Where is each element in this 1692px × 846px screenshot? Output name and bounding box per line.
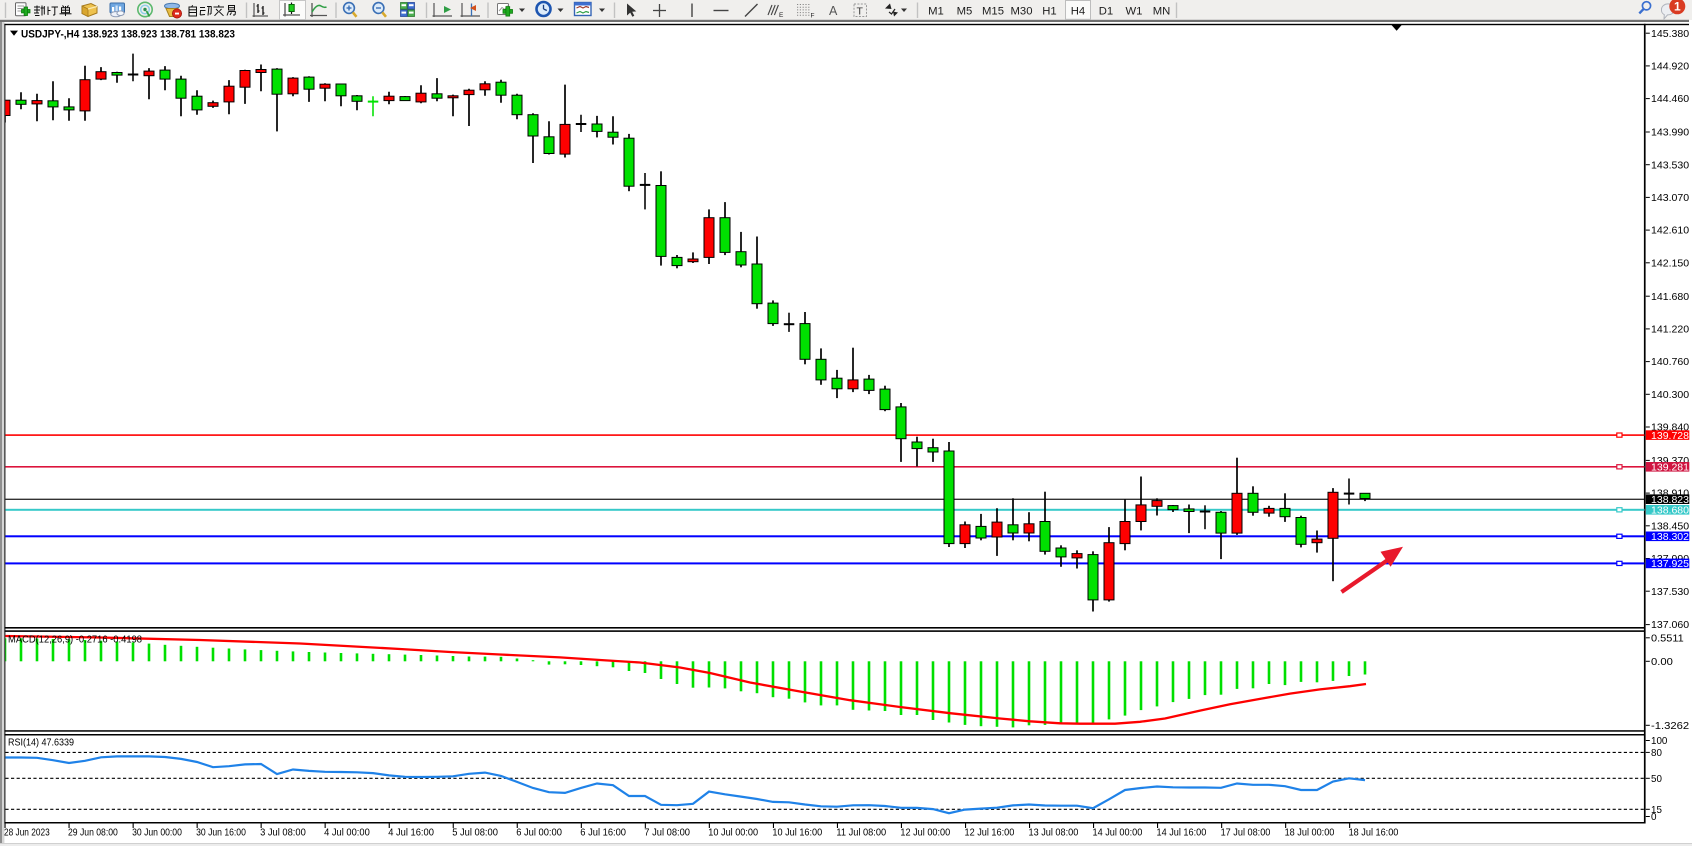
svg-text:139.370: 139.370: [1651, 456, 1689, 467]
svg-text:H4: H4: [1071, 6, 1085, 18]
svg-text:141.220: 141.220: [1651, 325, 1689, 336]
svg-text:138.910: 138.910: [1651, 489, 1689, 500]
svg-text:142.150: 142.150: [1651, 258, 1689, 269]
svg-text:M1: M1: [928, 6, 944, 18]
svg-text:M30: M30: [1011, 6, 1033, 18]
svg-text:143.530: 143.530: [1651, 160, 1689, 171]
svg-text:50: 50: [1651, 774, 1662, 785]
svg-text:138.450: 138.450: [1651, 521, 1689, 532]
svg-text:MACD(12,26,9) -0.2716 -0.4198: MACD(12,26,9) -0.2716 -0.4198: [8, 635, 142, 646]
svg-text:7 Jul 08:00: 7 Jul 08:00: [644, 827, 690, 838]
svg-text:13 Jul 08:00: 13 Jul 08:00: [1029, 827, 1079, 838]
svg-text:138.823: 138.823: [1651, 495, 1689, 506]
svg-text:14 Jul 00:00: 14 Jul 00:00: [1093, 827, 1143, 838]
svg-text:6 Jul 00:00: 6 Jul 00:00: [516, 827, 562, 838]
svg-text:28 Jun 2023: 28 Jun 2023: [4, 827, 50, 838]
svg-text:RSI(14) 47.6339: RSI(14) 47.6339: [8, 738, 74, 749]
svg-text:17 Jul 08:00: 17 Jul 08:00: [1221, 827, 1271, 838]
svg-text:30 Jun 00:00: 30 Jun 00:00: [132, 827, 182, 838]
svg-text:4 Jul 00:00: 4 Jul 00:00: [324, 827, 370, 838]
svg-text:144.460: 144.460: [1651, 94, 1689, 105]
svg-text:D1: D1: [1099, 6, 1113, 18]
svg-text:5 Jul 08:00: 5 Jul 08:00: [452, 827, 498, 838]
svg-text:143.070: 143.070: [1651, 193, 1689, 204]
svg-text:143.990: 143.990: [1651, 128, 1689, 139]
svg-text:3 Jul 08:00: 3 Jul 08:00: [260, 827, 306, 838]
svg-text:80: 80: [1651, 748, 1662, 759]
svg-text:139.728: 139.728: [1651, 431, 1689, 442]
svg-text:10 Jul 00:00: 10 Jul 00:00: [708, 827, 758, 838]
svg-text:12 Jul 00:00: 12 Jul 00:00: [900, 827, 950, 838]
svg-text:W1: W1: [1126, 6, 1143, 18]
svg-text:137.530: 137.530: [1651, 587, 1689, 598]
svg-text:138.680: 138.680: [1651, 506, 1689, 517]
svg-text:0.5511: 0.5511: [1651, 633, 1684, 644]
svg-text:T: T: [857, 6, 864, 18]
svg-text:F: F: [811, 13, 815, 20]
svg-text:18 Jul 00:00: 18 Jul 00:00: [1285, 827, 1335, 838]
svg-text:139.840: 139.840: [1651, 423, 1689, 434]
svg-text:138.302: 138.302: [1651, 532, 1689, 543]
svg-text:6 Jul 16:00: 6 Jul 16:00: [580, 827, 626, 838]
svg-text:30 Jun 16:00: 30 Jun 16:00: [196, 827, 246, 838]
svg-text:USDJPY-,H4 138.923 138.923 13: USDJPY-,H4 138.923 138.923 138.781 138.8…: [21, 29, 235, 41]
svg-text:11 Jul 08:00: 11 Jul 08:00: [836, 827, 886, 838]
svg-text:18 Jul 16:00: 18 Jul 16:00: [1349, 827, 1399, 838]
svg-text:100: 100: [1651, 736, 1668, 747]
svg-text:A: A: [829, 4, 838, 18]
svg-text:140.760: 140.760: [1651, 357, 1689, 368]
svg-text:137.060: 137.060: [1651, 620, 1689, 631]
svg-text:141.680: 141.680: [1651, 292, 1689, 303]
svg-text:H1: H1: [1042, 6, 1056, 18]
svg-text:M5: M5: [957, 6, 973, 18]
svg-text:12 Jul 16:00: 12 Jul 16:00: [965, 827, 1015, 838]
svg-text:4 Jul 16:00: 4 Jul 16:00: [388, 827, 434, 838]
svg-text:E: E: [779, 12, 784, 19]
svg-text:145.380: 145.380: [1651, 29, 1689, 40]
svg-text:140.300: 140.300: [1651, 390, 1689, 401]
svg-text:1: 1: [1674, 0, 1681, 14]
svg-text:144.920: 144.920: [1651, 62, 1689, 73]
svg-text:139.281: 139.281: [1651, 463, 1689, 474]
svg-text:M15: M15: [982, 6, 1004, 18]
svg-text:10 Jul 16:00: 10 Jul 16:00: [772, 827, 822, 838]
svg-text:0.00: 0.00: [1651, 657, 1673, 668]
svg-text:-1.3262: -1.3262: [1651, 721, 1689, 732]
svg-text:14 Jul 16:00: 14 Jul 16:00: [1157, 827, 1207, 838]
svg-text:15: 15: [1651, 805, 1662, 816]
svg-text:137.925: 137.925: [1651, 559, 1689, 570]
svg-text:MN: MN: [1153, 6, 1171, 18]
svg-text:0: 0: [1651, 812, 1657, 823]
svg-text:29 Jun 08:00: 29 Jun 08:00: [68, 827, 118, 838]
svg-text:142.610: 142.610: [1651, 226, 1689, 237]
